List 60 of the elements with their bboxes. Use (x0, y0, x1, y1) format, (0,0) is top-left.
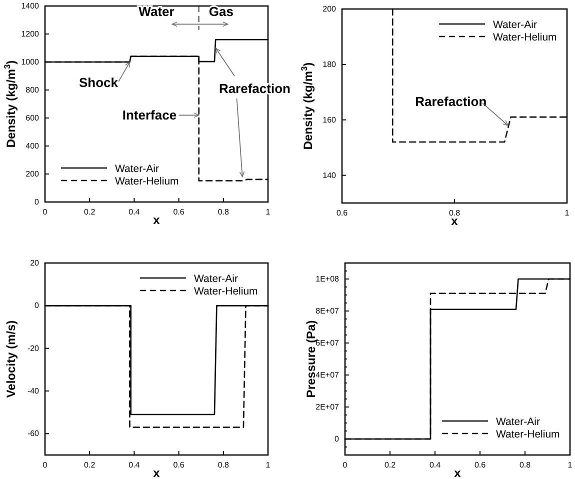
x-tick-label: 0 (342, 460, 348, 470)
x-tick-label: 1 (568, 460, 573, 470)
legend-label: Water-Air (496, 416, 540, 428)
x-tick-label: 0.2 (84, 208, 96, 217)
y-tick-label: -20 (27, 344, 40, 353)
y-tick-label: -40 (27, 386, 40, 396)
legend-label: Water-Helium (496, 428, 560, 440)
annotation: Rarefaction (415, 94, 487, 109)
y-tick-label: 180 (322, 60, 337, 69)
annotation: Gas (208, 4, 234, 19)
legend-label: Water-Air (194, 273, 238, 285)
x-tick-label: 0.6 (336, 208, 348, 218)
x-tick-label: 0.4 (128, 208, 140, 217)
annotation: Water (138, 4, 174, 19)
x-tick-label: 0.6 (474, 460, 486, 470)
y-tick-label: 0 (34, 198, 40, 207)
y-tick-label: 0 (34, 301, 40, 310)
x-tick-label: 0.2 (84, 460, 96, 470)
y-tick-label: 1000 (21, 58, 40, 67)
x-tick-label: 1 (266, 208, 271, 217)
x-tick-label: 0 (42, 460, 48, 470)
x-tick-label: 0.8 (218, 208, 230, 217)
y-tick-label: 200 (26, 170, 40, 179)
annotation: Shock (79, 75, 119, 90)
x-axis-title: x (454, 466, 462, 479)
legend-label: Water-Air (493, 19, 538, 31)
y-tick-label: 800 (26, 86, 40, 95)
x-axis-title: x (153, 466, 160, 479)
y-tick-label: 1400 (21, 2, 40, 11)
legend-label: Water-Helium (194, 286, 258, 298)
x-tick-label: 0.4 (429, 460, 442, 470)
x-tick-label: 1 (564, 208, 570, 218)
x-axis-title: x (153, 213, 160, 227)
x-tick-label: 0.8 (519, 460, 532, 470)
x-tick-label: 0.8 (218, 460, 230, 470)
y-tick-label: 2E+07 (316, 402, 340, 412)
y-tick-label: 600 (26, 114, 40, 123)
y-axis-title: Velocity (m/s) (4, 320, 18, 398)
y-tick-label: 160 (322, 115, 337, 124)
annotation: Interface (122, 107, 177, 122)
x-tick-label: 0.2 (384, 460, 396, 470)
x-tick-label: 0.4 (128, 460, 140, 470)
legend-label: Water-Air (115, 163, 160, 175)
y-tick-label: 200 (322, 4, 337, 14)
legend-label: Water-Helium (493, 32, 558, 44)
x-tick-label: 0.6 (173, 208, 185, 217)
y-tick-label: 6E+07 (316, 338, 340, 348)
x-tick-label: 1 (266, 460, 271, 470)
y-tick-label: 8E+07 (316, 306, 340, 316)
y-tick-label: 4E+07 (316, 370, 340, 380)
y-tick-label: 20 (30, 258, 40, 268)
x-tick-label: 0.6 (173, 460, 185, 470)
y-tick-label: 400 (26, 142, 40, 151)
y-tick-label: 1E+08 (316, 274, 340, 284)
legend-label: Water-Helium (115, 176, 180, 188)
x-tick-label: 0 (42, 208, 48, 217)
y-tick-label: 0 (334, 434, 340, 444)
y-tick-label: 140 (322, 170, 337, 180)
y-tick-label: 1200 (21, 30, 40, 39)
y-tick-label: -60 (27, 429, 40, 438)
